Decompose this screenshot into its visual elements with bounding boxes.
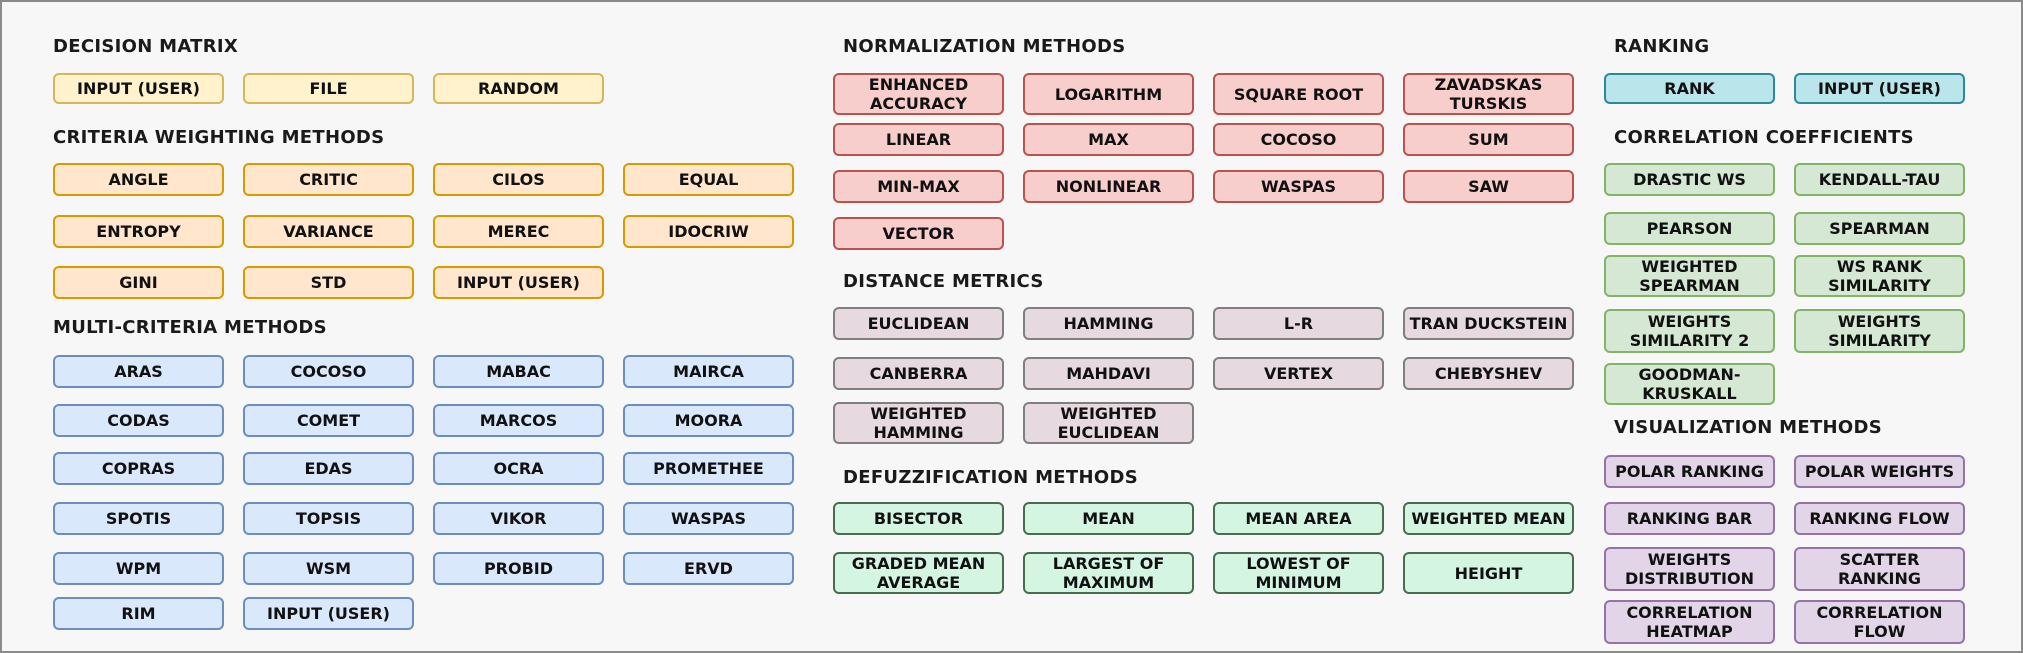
section-title-multi-criteria: MULTI-CRITERIA METHODS: [53, 317, 327, 338]
method-box-multi-criteria-methods-mabac: MABAC: [433, 355, 604, 388]
section-title-decision-matrix: DECISION MATRIX: [53, 36, 239, 57]
method-box-defuzzification-methods-mean: MEAN: [1023, 502, 1194, 535]
method-box-distance-metrics-l-r: L-R: [1213, 307, 1384, 340]
method-box-multi-criteria-methods-moora: MOORA: [623, 404, 794, 437]
method-box-distance-metrics-weighted-hamming: WEIGHTED HAMMING: [833, 402, 1004, 444]
method-box-normalization-methods-waspas: WASPAS: [1213, 170, 1384, 203]
method-box-distance-metrics-weighted-euclidean: WEIGHTED EUCLIDEAN: [1023, 402, 1194, 444]
method-box-defuzzification-methods-mean-area: MEAN AREA: [1213, 502, 1384, 535]
section-title-visualization: VISUALIZATION METHODS: [1614, 417, 1883, 438]
method-box-criteria-weighting-methods-entropy: ENTROPY: [53, 215, 224, 248]
method-box-multi-criteria-methods-cocoso: COCOSO: [243, 355, 414, 388]
method-box-visualization-methods-ranking-bar: RANKING BAR: [1604, 502, 1775, 535]
method-box-visualization-methods-polar-weights: POLAR WEIGHTS: [1794, 455, 1965, 488]
method-box-multi-criteria-methods-input-user: INPUT (USER): [243, 597, 414, 630]
method-box-multi-criteria-methods-ervd: ERVD: [623, 552, 794, 585]
method-box-distance-metrics-vertex: VERTEX: [1213, 357, 1384, 390]
method-box-multi-criteria-methods-codas: CODAS: [53, 404, 224, 437]
method-box-multi-criteria-methods-marcos: MARCOS: [433, 404, 604, 437]
method-box-normalization-methods-saw: SAW: [1403, 170, 1574, 203]
method-box-multi-criteria-methods-waspas: WASPAS: [623, 502, 794, 535]
method-box-multi-criteria-methods-comet: COMET: [243, 404, 414, 437]
method-box-defuzzification-methods-bisector: BISECTOR: [833, 502, 1004, 535]
method-box-visualization-methods-polar-ranking: POLAR RANKING: [1604, 455, 1775, 488]
method-box-multi-criteria-methods-aras: ARAS: [53, 355, 224, 388]
method-box-normalization-methods-max: MAX: [1023, 123, 1194, 156]
method-box-normalization-methods-square-root: SQUARE ROOT: [1213, 73, 1384, 115]
method-box-criteria-weighting-methods-input-user: INPUT (USER): [433, 266, 604, 299]
method-box-visualization-methods-scatter-ranking: SCATTER RANKING: [1794, 547, 1965, 591]
method-box-decision-matrix-random: RANDOM: [433, 73, 604, 104]
method-box-normalization-methods-logarithm: LOGARITHM: [1023, 73, 1194, 115]
method-box-normalization-methods-cocoso: COCOSO: [1213, 123, 1384, 156]
method-box-distance-metrics-euclidean: EUCLIDEAN: [833, 307, 1004, 340]
method-box-correlation-coefficients-spearman: SPEARMAN: [1794, 212, 1965, 245]
method-box-multi-criteria-methods-promethee: PROMETHEE: [623, 452, 794, 485]
method-box-visualization-methods-correlation-heatmap: CORRELATION HEATMAP: [1604, 600, 1775, 644]
method-box-criteria-weighting-methods-gini: GINI: [53, 266, 224, 299]
method-box-distance-metrics-chebyshev: CHEBYSHEV: [1403, 357, 1574, 390]
method-box-ranking-input-user: INPUT (USER): [1794, 73, 1965, 104]
section-title-criteria-weighting: CRITERIA WEIGHTING METHODS: [53, 127, 385, 148]
method-box-criteria-weighting-methods-angle: ANGLE: [53, 163, 224, 196]
method-box-correlation-coefficients-weights-similarity: WEIGHTS SIMILARITY: [1794, 309, 1965, 353]
method-box-visualization-methods-correlation-flow: CORRELATION FLOW: [1794, 600, 1965, 644]
method-box-defuzzification-methods-height: HEIGHT: [1403, 552, 1574, 594]
section-title-distance-metrics: DISTANCE METRICS: [843, 271, 1044, 292]
method-box-correlation-coefficients-pearson: PEARSON: [1604, 212, 1775, 245]
method-box-correlation-coefficients-weights-similarity-2: WEIGHTS SIMILARITY 2: [1604, 309, 1775, 353]
method-box-correlation-coefficients-weighted-spearman: WEIGHTED SPEARMAN: [1604, 255, 1775, 297]
method-box-criteria-weighting-methods-variance: VARIANCE: [243, 215, 414, 248]
section-title-correlation: CORRELATION COEFFICIENTS: [1614, 127, 1914, 148]
method-box-multi-criteria-methods-rim: RIM: [53, 597, 224, 630]
method-box-decision-matrix-file: FILE: [243, 73, 414, 104]
method-box-multi-criteria-methods-wsm: WSM: [243, 552, 414, 585]
method-box-defuzzification-methods-graded-mean-average: GRADED MEAN AVERAGE: [833, 552, 1004, 594]
method-box-correlation-coefficients-ws-rank-similarity: WS RANK SIMILARITY: [1794, 255, 1965, 297]
method-box-multi-criteria-methods-spotis: SPOTIS: [53, 502, 224, 535]
method-box-multi-criteria-methods-vikor: VIKOR: [433, 502, 604, 535]
section-title-ranking: RANKING: [1614, 36, 1710, 57]
method-box-multi-criteria-methods-topsis: TOPSIS: [243, 502, 414, 535]
method-box-criteria-weighting-methods-equal: EQUAL: [623, 163, 794, 196]
method-box-criteria-weighting-methods-critic: CRITIC: [243, 163, 414, 196]
method-box-distance-metrics-mahdavi: MAHDAVI: [1023, 357, 1194, 390]
method-box-decision-matrix-input-user: INPUT (USER): [53, 73, 224, 104]
section-title-normalization: NORMALIZATION METHODS: [843, 36, 1126, 57]
method-box-correlation-coefficients-kendall-tau: KENDALL-TAU: [1794, 163, 1965, 196]
method-box-correlation-coefficients-drastic-ws: DRASTIC WS: [1604, 163, 1775, 196]
method-box-multi-criteria-methods-wpm: WPM: [53, 552, 224, 585]
method-box-normalization-methods-enhanced-accuracy: ENHANCED ACCURACY: [833, 73, 1004, 115]
method-box-normalization-methods-zavadskas-turskis: ZAVADSKAS TURSKIS: [1403, 73, 1574, 115]
method-box-normalization-methods-vector: VECTOR: [833, 217, 1004, 250]
method-box-normalization-methods-sum: SUM: [1403, 123, 1574, 156]
method-box-ranking-rank: RANK: [1604, 73, 1775, 104]
method-box-criteria-weighting-methods-idocriw: IDOCRIW: [623, 215, 794, 248]
method-box-defuzzification-methods-weighted-mean: WEIGHTED MEAN: [1403, 502, 1574, 535]
method-box-multi-criteria-methods-probid: PROBID: [433, 552, 604, 585]
method-box-multi-criteria-methods-mairca: MAIRCA: [623, 355, 794, 388]
method-box-distance-metrics-tran-duckstein: TRAN DUCKSTEIN: [1403, 307, 1574, 340]
method-box-distance-metrics-canberra: CANBERRA: [833, 357, 1004, 390]
method-box-correlation-coefficients-goodman-kruskall: GOODMAN- KRUSKALL: [1604, 363, 1775, 405]
method-box-normalization-methods-min-max: MIN-MAX: [833, 170, 1004, 203]
method-box-criteria-weighting-methods-std: STD: [243, 266, 414, 299]
method-box-distance-metrics-hamming: HAMMING: [1023, 307, 1194, 340]
method-box-visualization-methods-ranking-flow: RANKING FLOW: [1794, 502, 1965, 535]
method-box-criteria-weighting-methods-cilos: CILOS: [433, 163, 604, 196]
method-box-normalization-methods-linear: LINEAR: [833, 123, 1004, 156]
method-box-defuzzification-methods-lowest-of-minimum: LOWEST OF MINIMUM: [1213, 552, 1384, 594]
method-box-criteria-weighting-methods-merec: MEREC: [433, 215, 604, 248]
method-box-visualization-methods-weights-distribution: WEIGHTS DISTRIBUTION: [1604, 547, 1775, 591]
method-box-multi-criteria-methods-ocra: OCRA: [433, 452, 604, 485]
section-title-defuzzification: DEFUZZIFICATION METHODS: [843, 467, 1138, 488]
method-box-defuzzification-methods-largest-of-maximum: LARGEST OF MAXIMUM: [1023, 552, 1194, 594]
method-box-multi-criteria-methods-edas: EDAS: [243, 452, 414, 485]
method-box-multi-criteria-methods-copras: COPRAS: [53, 452, 224, 485]
method-box-normalization-methods-nonlinear: NONLINEAR: [1023, 170, 1194, 203]
